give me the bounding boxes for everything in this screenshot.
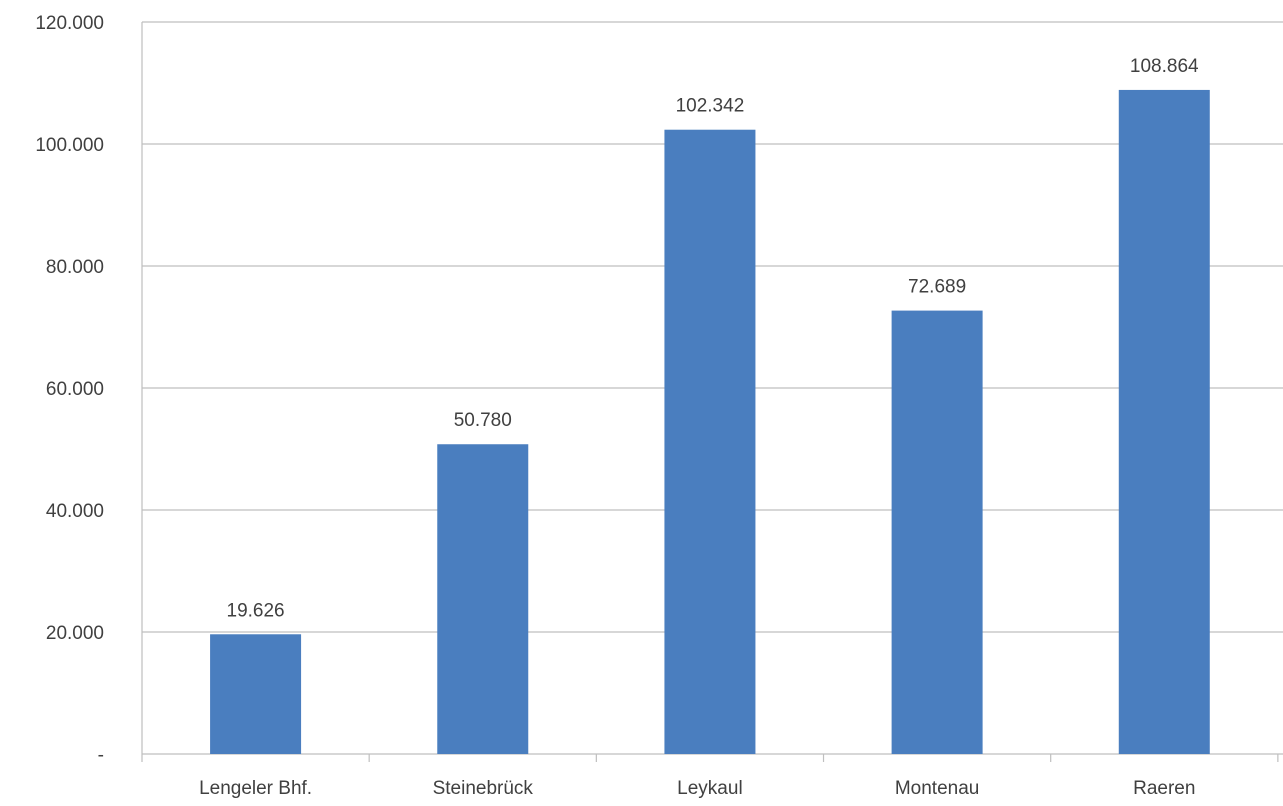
bar bbox=[437, 444, 529, 754]
y-tick-label: 80.000 bbox=[46, 257, 104, 278]
bar bbox=[664, 129, 756, 754]
data-label: 102.342 bbox=[676, 96, 745, 117]
x-tick-label: Steinebrück bbox=[433, 778, 534, 799]
bar bbox=[210, 634, 302, 754]
y-tick-label: 60.000 bbox=[46, 379, 104, 400]
y-tick-label: 120.000 bbox=[35, 13, 104, 34]
x-tick-label: Lengeler Bhf. bbox=[199, 778, 312, 799]
labels: - 20.000 40.000 60.000 80.000 100.000 120.000 1… bbox=[35, 13, 1199, 799]
data-label: 72.689 bbox=[908, 277, 966, 298]
y-tick-label: - bbox=[98, 745, 104, 766]
x-tick-label: Raeren bbox=[1133, 778, 1195, 799]
x-tick-label: Montenau bbox=[895, 778, 980, 799]
bar bbox=[1118, 89, 1210, 754]
y-tick-label: 20.000 bbox=[46, 623, 104, 644]
bar bbox=[891, 310, 983, 754]
data-label: 19.626 bbox=[227, 600, 285, 621]
data-label: 50.780 bbox=[454, 410, 512, 431]
y-tick-label: 100.000 bbox=[35, 135, 104, 156]
data-label: 108.864 bbox=[1130, 56, 1199, 77]
x-tick-label: Leykaul bbox=[677, 778, 743, 799]
bars bbox=[210, 89, 1210, 754]
y-tick-label: 40.000 bbox=[46, 501, 104, 522]
